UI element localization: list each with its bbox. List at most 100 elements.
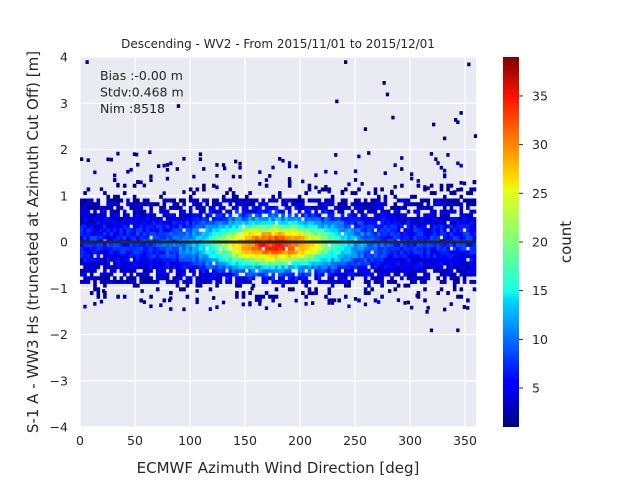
heatmap-cell <box>162 246 167 251</box>
heatmap-cell <box>126 213 130 218</box>
heatmap-cell <box>360 209 365 214</box>
heatmap-cell <box>274 198 279 203</box>
heatmap-cell <box>324 268 328 273</box>
heatmap-cell <box>433 220 437 225</box>
heatmap-cell <box>271 279 275 284</box>
heatmap-cell <box>93 228 97 233</box>
heatmap-cell <box>162 163 166 168</box>
heatmap-cell <box>393 250 398 255</box>
heatmap-cell <box>208 209 213 214</box>
heatmap-cell <box>403 198 407 203</box>
heatmap-cell <box>344 220 348 225</box>
heatmap-cell <box>386 268 391 273</box>
heatmap-cell <box>367 291 371 296</box>
heatmap-cell <box>238 228 242 233</box>
heatmap-cell <box>396 220 401 225</box>
heatmap-cell <box>195 187 200 192</box>
heatmap-cell <box>113 276 117 281</box>
heatmap-cell <box>142 202 147 207</box>
heatmap-cell <box>99 299 104 304</box>
heatmap-cell <box>142 261 147 266</box>
heatmap-cell <box>274 224 279 229</box>
heatmap-cell <box>304 213 308 218</box>
heatmap-cell <box>357 154 361 159</box>
heatmap-cell <box>261 198 266 203</box>
heatmap-cell <box>159 254 163 259</box>
heatmap-cell <box>419 276 424 281</box>
heatmap-cell <box>469 257 473 262</box>
heatmap-cell <box>462 265 467 270</box>
heatmap-cell <box>136 220 140 225</box>
heatmap-cell <box>122 213 127 218</box>
heatmap-cell <box>380 242 384 247</box>
heatmap-cell <box>212 272 216 277</box>
heatmap-cell <box>278 246 282 251</box>
heatmap-cell <box>317 205 322 210</box>
heatmap-cell <box>264 183 269 188</box>
heatmap-cell <box>383 228 388 233</box>
heatmap-cell <box>254 294 259 299</box>
heatmap-cell <box>294 198 299 203</box>
heatmap-cell <box>179 265 183 270</box>
heatmap-cell <box>281 220 285 225</box>
colorbar-tick-label: 15 <box>532 283 548 298</box>
heatmap-cell <box>99 276 104 281</box>
heatmap-cell <box>344 261 348 266</box>
heatmap-cell <box>287 217 292 222</box>
heatmap-cell <box>443 250 447 255</box>
heatmap-cell <box>165 209 170 214</box>
heatmap-cell <box>449 261 454 266</box>
heatmap-cell <box>264 205 269 210</box>
heatmap-cell <box>103 272 107 277</box>
heatmap-cell <box>113 231 117 236</box>
heatmap-cell <box>466 224 470 229</box>
heatmap-cell <box>231 250 236 255</box>
heatmap-cell <box>159 265 163 270</box>
heatmap-cell <box>198 265 203 270</box>
heatmap-cell <box>459 163 463 168</box>
heatmap-cell <box>423 246 427 251</box>
heatmap-cell <box>122 242 127 247</box>
heatmap-cell <box>188 220 193 225</box>
heatmap-cell <box>317 250 322 255</box>
heatmap-cell <box>311 242 315 247</box>
heatmap-cell <box>80 220 84 225</box>
heatmap-cell <box>459 250 464 255</box>
heatmap-cell <box>93 202 97 207</box>
heatmap-cell <box>423 185 427 189</box>
heatmap-cell <box>261 235 266 240</box>
heatmap-cell <box>248 302 252 307</box>
heatmap-cell <box>248 191 252 196</box>
heatmap-cell <box>327 198 332 203</box>
heatmap-cell <box>353 246 358 251</box>
heatmap-cell <box>320 224 325 229</box>
heatmap-cell <box>169 265 173 270</box>
heatmap-cell <box>373 198 378 203</box>
heatmap-cell <box>188 242 193 247</box>
heatmap-cell <box>149 279 153 284</box>
heatmap-cell <box>202 246 206 251</box>
heatmap-cell <box>258 268 262 273</box>
heatmap-cell <box>377 265 381 270</box>
heatmap-cell <box>390 235 394 240</box>
heatmap-cell <box>360 217 365 222</box>
heatmap-cell <box>195 231 200 236</box>
heatmap-cell <box>152 246 157 251</box>
heatmap-cell <box>228 209 233 214</box>
heatmap-cell <box>432 122 436 127</box>
heatmap-cell <box>327 228 332 233</box>
heatmap-cell <box>202 198 206 203</box>
heatmap-cell <box>86 246 91 251</box>
heatmap-cell <box>297 265 302 270</box>
heatmap-cell <box>469 198 473 203</box>
heatmap-cell <box>469 268 473 273</box>
heatmap-cell <box>149 220 153 225</box>
heatmap-cell <box>205 257 209 262</box>
heatmap-cell <box>202 268 206 273</box>
heatmap-cell <box>93 213 97 218</box>
heatmap-cell <box>278 231 282 236</box>
heatmap-cell <box>291 217 295 222</box>
heatmap-cell <box>248 291 252 296</box>
heatmap-cell <box>274 257 279 262</box>
heatmap-cell <box>426 186 430 191</box>
